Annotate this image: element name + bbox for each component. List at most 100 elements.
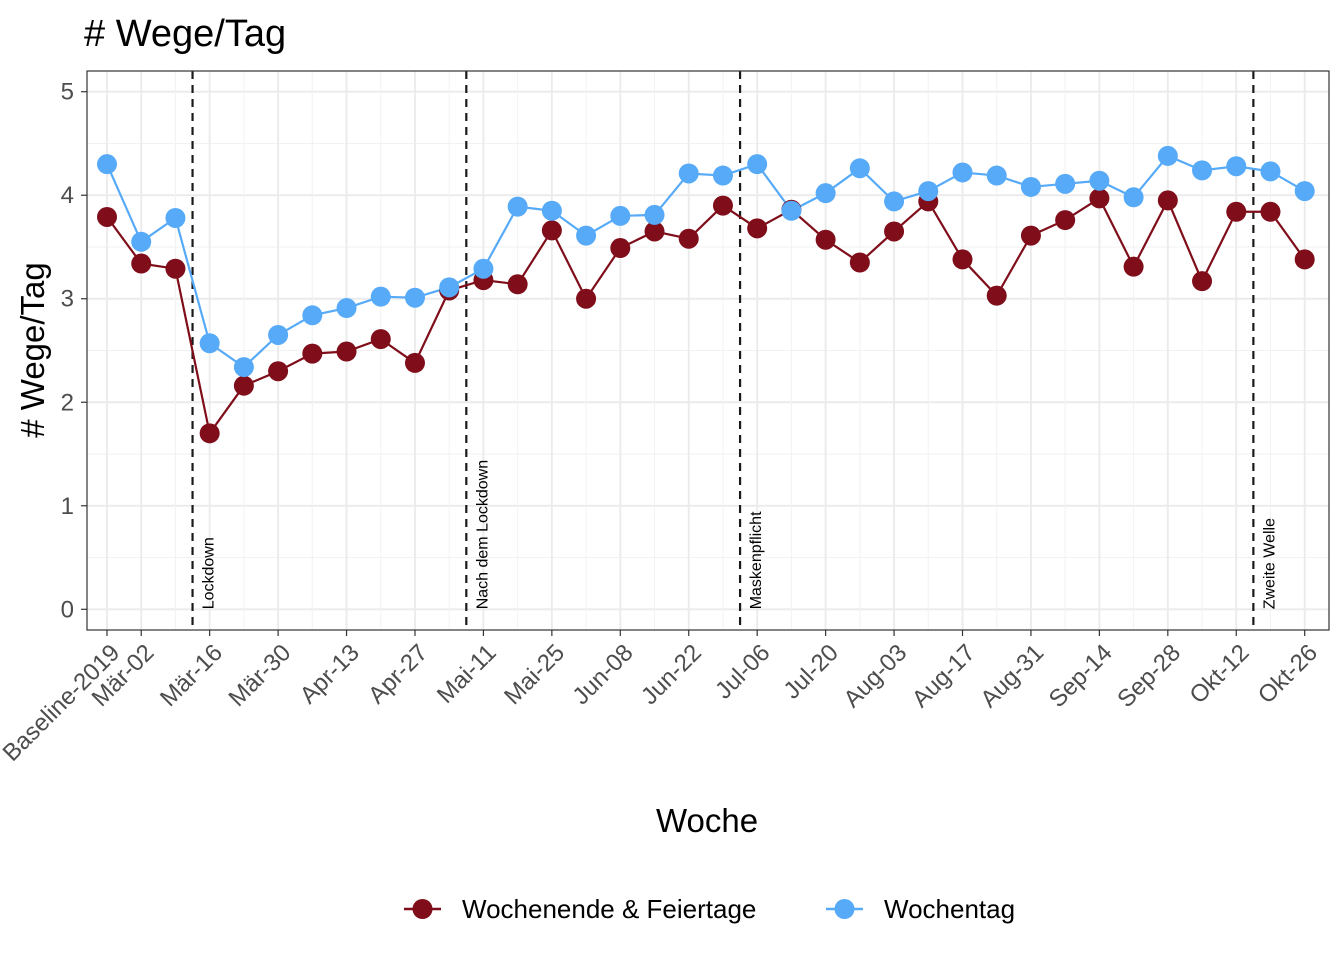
x-axis-title: Woche — [656, 802, 758, 839]
data-point — [712, 165, 733, 186]
data-point — [1089, 170, 1110, 191]
legend-key-marker — [834, 899, 855, 919]
x-tick-label: Aug-31 — [975, 639, 1049, 713]
data-point — [781, 200, 802, 221]
data-point — [507, 274, 528, 295]
data-point — [1089, 188, 1110, 209]
data-point — [712, 195, 733, 216]
data-point — [1260, 201, 1281, 222]
x-tick-label: Mai-25 — [499, 639, 570, 710]
data-point — [1157, 145, 1178, 166]
data-point — [747, 154, 768, 175]
data-point — [952, 162, 973, 183]
x-tick-label: Apr-27 — [363, 639, 433, 709]
data-point — [473, 258, 494, 279]
x-axis: Baseline-2019Mär-02Mär-16Mär-30Apr-13Apr… — [0, 630, 1323, 767]
data-point — [884, 191, 905, 212]
data-point — [1157, 190, 1178, 211]
data-point — [370, 286, 391, 307]
data-point — [233, 357, 254, 378]
data-point — [97, 206, 117, 227]
data-point — [849, 252, 870, 273]
data-point — [644, 221, 665, 242]
x-tick-label: Mär-16 — [155, 639, 228, 712]
data-point — [986, 285, 1007, 306]
data-point — [1260, 161, 1281, 182]
x-tick-label: Jul-20 — [779, 639, 844, 704]
data-point — [507, 196, 528, 217]
data-point — [165, 258, 186, 279]
data-point — [199, 423, 220, 444]
data-point — [199, 333, 220, 354]
y-tick-label: 5 — [61, 79, 74, 106]
x-tick-label: Jun-08 — [568, 639, 639, 710]
event-label: Maskenpflicht — [748, 511, 765, 609]
data-point — [815, 183, 836, 204]
data-point — [439, 277, 460, 298]
data-point — [370, 329, 391, 350]
data-point — [1226, 156, 1247, 177]
data-point — [644, 204, 665, 225]
data-point — [131, 231, 152, 252]
data-point — [884, 221, 905, 242]
data-point — [165, 207, 186, 228]
data-point — [1055, 210, 1076, 231]
data-point — [576, 225, 597, 246]
data-point — [1123, 187, 1144, 208]
legend-item: Wochenende & Feiertage — [404, 894, 756, 924]
data-point — [541, 220, 562, 241]
y-tick-label: 4 — [61, 182, 74, 209]
panel-border — [86, 70, 1330, 631]
data-point — [97, 154, 117, 175]
x-tick-label: Mär-30 — [223, 639, 296, 712]
x-tick-label: Sep-14 — [1044, 639, 1118, 713]
series-points-0 — [97, 188, 1315, 444]
legend: Wochenende & Feiertage Wochentag — [404, 894, 1015, 924]
x-tick-label: Apr-13 — [295, 639, 365, 709]
data-point — [233, 375, 254, 396]
data-point — [678, 228, 699, 249]
x-tick-label: Aug-03 — [838, 639, 912, 713]
event-lines: Lockdown Nach dem Lockdown Maskenpflicht Zw… — [191, 71, 1278, 630]
event-label: Zweite Welle — [1261, 518, 1278, 609]
data-point — [1294, 249, 1315, 270]
x-tick-label: Mai-11 — [432, 639, 502, 709]
data-point — [336, 298, 357, 319]
data-point — [747, 218, 768, 239]
grid — [87, 71, 1329, 630]
x-tick-label: Okt-26 — [1253, 639, 1323, 709]
legend-label: Wochentag — [884, 894, 1015, 924]
data-point — [336, 341, 357, 362]
data-point — [1020, 176, 1041, 197]
series-0 — [106, 196, 1306, 436]
data-point — [541, 200, 562, 221]
data-point — [404, 352, 425, 373]
x-tick-label: Sep-28 — [1112, 639, 1186, 713]
data-point — [952, 249, 973, 270]
data-point — [986, 165, 1007, 186]
legend-key-marker — [412, 899, 433, 919]
data-point — [404, 287, 425, 308]
y-tick-label: 2 — [61, 389, 74, 416]
data-point — [678, 163, 699, 184]
y-axis: 0 1 2 3 4 5 — [61, 79, 87, 623]
data-point — [268, 361, 289, 382]
data-point — [918, 181, 939, 202]
y-tick-label: 0 — [61, 596, 74, 623]
data-point — [1192, 160, 1213, 181]
y-tick-label: 3 — [61, 286, 74, 313]
y-axis-title: # Wege/Tag — [14, 262, 51, 438]
x-tick-label: Jun-22 — [636, 639, 707, 710]
data-point — [610, 205, 631, 226]
chart-title: # Wege/Tag — [84, 13, 286, 55]
data-point — [302, 343, 323, 364]
data-point — [131, 253, 152, 274]
data-point — [576, 288, 597, 309]
data-point — [1226, 201, 1247, 222]
data-point — [849, 158, 870, 179]
data-point — [1192, 271, 1213, 292]
series-line — [106, 196, 1306, 436]
event-label: Lockdown — [201, 537, 218, 609]
data-point — [1294, 181, 1315, 202]
x-tick-label: Okt-12 — [1184, 639, 1254, 709]
